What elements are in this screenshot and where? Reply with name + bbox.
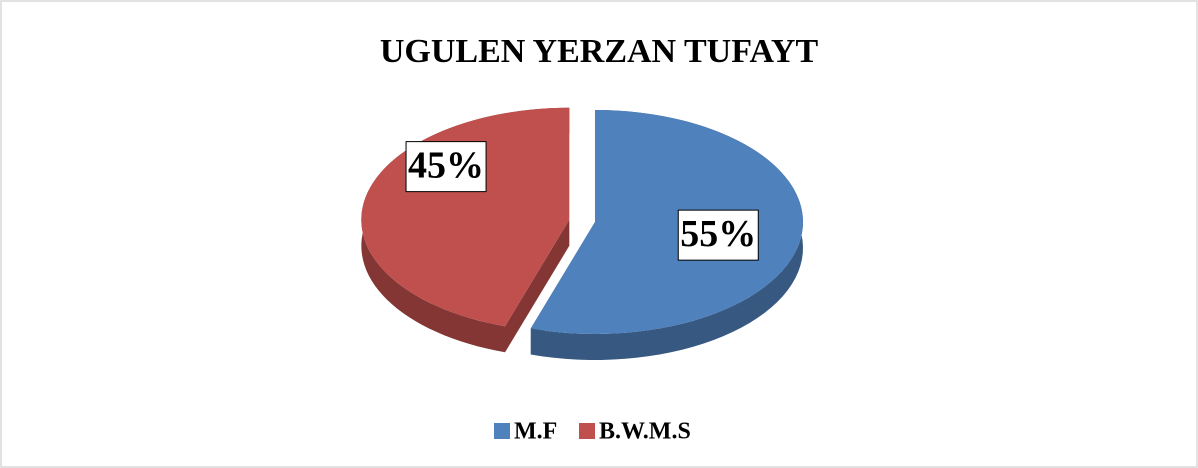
legend-swatch: [579, 423, 595, 439]
data-label-text: 45%: [408, 144, 484, 186]
chart-title: UGULEN YERZAN TUFAYT: [380, 33, 819, 70]
pie-slice-side: [530, 110, 803, 360]
legend-label: B.W.M.S: [599, 419, 691, 445]
legend-swatch: [494, 423, 510, 439]
legend: M.F B.W.M.S: [494, 419, 691, 445]
data-label-box: [405, 141, 487, 193]
data-label: 55%: [677, 209, 759, 261]
data-label-text: 55%: [680, 213, 756, 255]
data-label: 45%: [405, 141, 487, 193]
data-label-box: [677, 209, 759, 261]
legend-label: M.F: [514, 419, 557, 445]
pie-slice: [530, 110, 803, 334]
